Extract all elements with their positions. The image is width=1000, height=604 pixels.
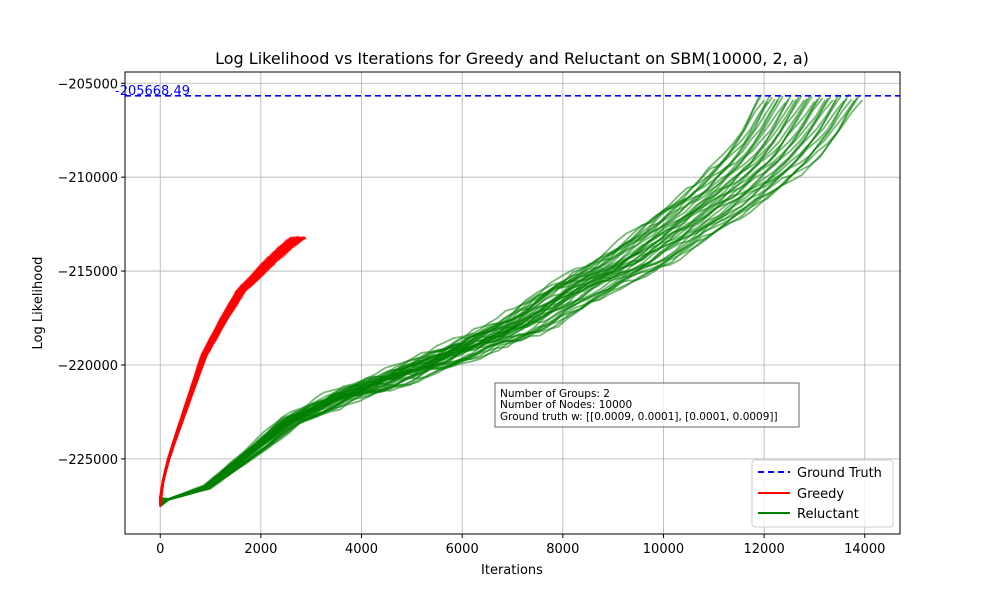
x-axis-label: Iterations — [481, 563, 543, 578]
info-line-nodes: Number of Nodes: 10000 — [500, 399, 632, 411]
reluctant-run-line — [159, 98, 848, 503]
info-line-ground-truth-w: Ground truth w: [[0.0009, 0.0001], [0.00… — [500, 411, 778, 423]
y-tick-label: −205000 — [57, 77, 118, 92]
plot-frame — [124, 71, 901, 535]
info-box-frame — [494, 382, 800, 428]
chart-title: Log Likelihood vs Iterations for Greedy … — [215, 49, 809, 68]
x-tick-label: 12000 — [743, 542, 784, 557]
x-tick-label: 0 — [156, 542, 164, 557]
ground-truth-label: -205668.49 — [115, 84, 190, 99]
x-tick-label: 10000 — [643, 542, 684, 557]
y-tick-label: −210000 — [57, 171, 118, 186]
legend-label-reluctant: Reluctant — [797, 507, 859, 522]
x-tick-label: 8000 — [546, 542, 579, 557]
axes: 0 2000 4000 6000 8000 10000 12000 14000 −225000 −… — [57, 77, 885, 557]
x-tick-label: 14000 — [844, 542, 885, 557]
info-line-groups: Number of Groups: 2 — [500, 388, 610, 400]
y-tick-label: −220000 — [57, 359, 118, 374]
legend-label-greedy: Greedy — [797, 487, 844, 502]
reluctant-run-line — [160, 99, 863, 503]
legend-label-ground-truth: Ground Truth — [797, 466, 882, 481]
reluctant-run-line — [160, 94, 861, 501]
reluctant-run-line — [159, 100, 845, 505]
y-tick-label: −215000 — [57, 265, 118, 280]
x-tick-label: 6000 — [446, 542, 479, 557]
x-tick-label: 4000 — [345, 542, 378, 557]
data-layer — [125, 93, 900, 508]
x-tick-label: 2000 — [244, 542, 277, 557]
legend: Ground Truth Greedy Reluctant — [751, 459, 894, 528]
greedy-run-line — [159, 236, 307, 499]
y-axis-label: Log Likelihood — [31, 257, 46, 350]
y-tick-label: −225000 — [57, 453, 118, 468]
legend-frame — [751, 459, 894, 528]
reluctant-run-line — [159, 100, 856, 505]
info-box: Number of Groups: 2 Number of Nodes: 100… — [494, 382, 800, 428]
